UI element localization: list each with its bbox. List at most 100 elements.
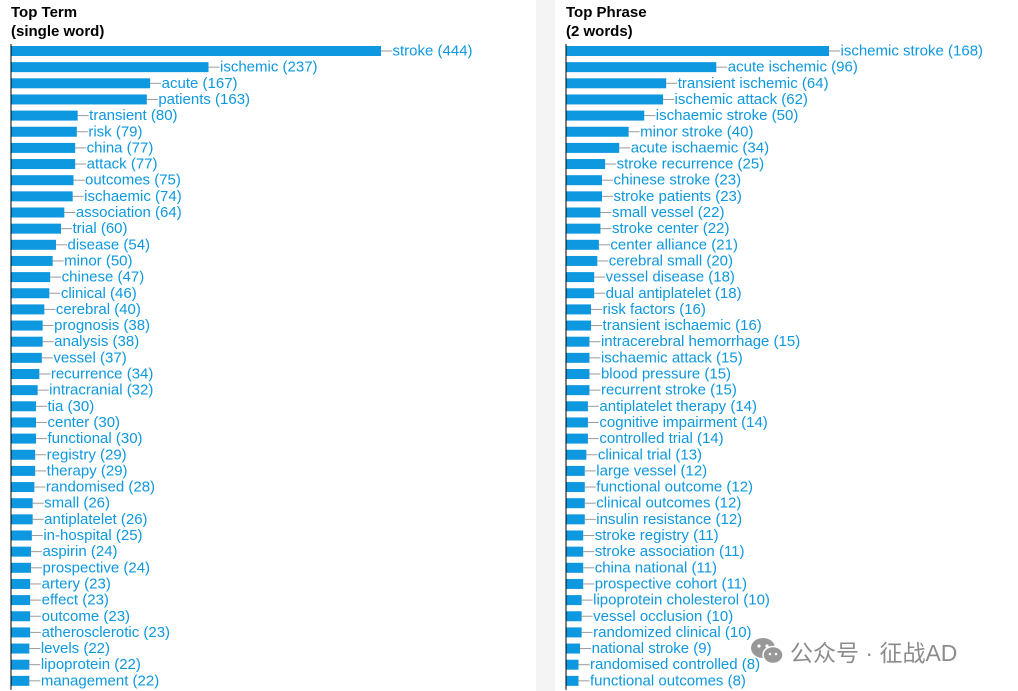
top-phrase-title: Top Phrase (2 words) — [566, 3, 647, 41]
phrase-bar — [566, 272, 595, 283]
term-data-label: outcomes (75) — [85, 172, 181, 189]
term-bar — [11, 304, 45, 315]
term-data-label: atherosclerotic (23) — [42, 624, 170, 641]
term-bar — [11, 46, 381, 56]
phrase-data-label: recurrent stroke (15) — [601, 382, 737, 399]
term-bar — [11, 126, 77, 137]
term-bar — [11, 336, 43, 347]
phrase-bar — [566, 255, 598, 266]
phrase-data-label: blood pressure (15) — [601, 366, 731, 383]
top-term-title-line-1: Top Term — [11, 4, 78, 21]
term-data-label: ischaemic (74) — [84, 188, 182, 205]
term-data-label: levels (22) — [41, 640, 110, 657]
term-bar — [11, 207, 65, 218]
phrase-bar — [566, 385, 590, 396]
term-data-label: small (26) — [44, 495, 110, 512]
phrase-data-label: ischemic stroke (168) — [841, 43, 984, 60]
term-data-label: association (64) — [76, 204, 182, 221]
phrase-bar — [566, 562, 584, 573]
term-data-label: effect (23) — [42, 592, 109, 609]
term-data-label: clinical (46) — [61, 285, 137, 302]
phrase-data-label: controlled trial (14) — [599, 430, 723, 447]
term-data-label: patients (163) — [158, 91, 250, 108]
term-data-label: antiplatelet (26) — [44, 511, 147, 528]
phrase-bar — [566, 433, 588, 444]
phrase-data-label: functional outcome (12) — [596, 479, 753, 496]
term-bar — [11, 546, 31, 557]
phrase-data-label: china national (11) — [595, 559, 717, 576]
phrase-data-label: insulin resistance (12) — [596, 511, 742, 528]
term-bar — [11, 369, 40, 379]
top-phrase-panel: Top Phrase (2 words) ischemic stroke (16… — [555, 0, 1018, 691]
term-bar — [11, 352, 42, 363]
phrase-bar — [566, 369, 590, 379]
phrase-data-label: ischaemic attack (15) — [601, 349, 743, 366]
term-bar — [11, 191, 73, 202]
term-bar — [11, 578, 31, 589]
term-data-label: stroke (444) — [393, 43, 473, 60]
phrase-data-label: vessel occlusion (10) — [593, 608, 733, 625]
phrase-data-label: small vessel (22) — [612, 204, 725, 221]
term-bar — [11, 675, 30, 686]
phrase-data-label: stroke patients (23) — [614, 188, 742, 205]
phrase-data-label: clinical trial (13) — [598, 446, 702, 463]
phrase-bar — [566, 578, 584, 589]
term-data-label: trial (60) — [73, 220, 128, 237]
phrase-data-label: stroke registry (11) — [595, 527, 719, 544]
phrase-bar — [566, 288, 595, 299]
term-bar — [11, 562, 31, 573]
term-data-label: center (30) — [48, 414, 121, 431]
phrase-bar — [566, 223, 601, 234]
phrase-data-label: acute ischemic (96) — [728, 59, 858, 76]
phrase-data-label: randomized clinical (10) — [593, 624, 751, 641]
phrase-data-label: vessel disease (18) — [606, 269, 735, 286]
phrase-data-label: stroke center (22) — [612, 220, 730, 237]
term-bar — [11, 110, 78, 121]
term-data-label: cerebral (40) — [56, 301, 141, 318]
term-data-label: ischemic (237) — [220, 59, 318, 76]
phrase-data-label: center alliance (21) — [610, 236, 738, 253]
phrase-data-label: cerebral small (20) — [609, 252, 733, 269]
term-data-label: tia (30) — [48, 398, 95, 415]
phrase-bar — [566, 159, 606, 170]
term-data-label: transient (80) — [89, 107, 177, 124]
term-bar — [11, 659, 30, 670]
term-data-label: prognosis (38) — [54, 317, 150, 334]
term-bar — [11, 433, 36, 444]
phrase-bar — [566, 514, 585, 525]
phrase-bar — [566, 611, 582, 622]
wechat-logo-icon — [751, 638, 784, 665]
phrase-bar — [566, 417, 588, 428]
phrase-data-label: functional outcomes (8) — [590, 672, 746, 689]
term-bar — [11, 482, 35, 493]
term-bar — [11, 78, 151, 89]
top-term-panel: Top Term (single word) stroke (444) ische… — [10, 4, 473, 690]
term-bar — [11, 449, 36, 460]
phrase-bar — [566, 482, 585, 493]
phrase-bar — [566, 46, 829, 56]
phrase-bar — [566, 191, 603, 202]
phrase-bar — [566, 449, 587, 460]
term-bar — [11, 255, 53, 266]
top-term-bar-chart: stroke (444) ischemic (237)acute (167)pat… — [10, 43, 473, 690]
phrase-data-label: dual antiplatelet (18) — [606, 285, 742, 302]
phrase-bar — [566, 142, 620, 153]
term-data-label: registry (29) — [47, 446, 127, 463]
term-bar — [11, 514, 33, 525]
term-data-label: disease (54) — [68, 236, 151, 253]
phrase-bar — [566, 110, 645, 121]
term-bar — [11, 627, 31, 638]
phrase-data-label: ischemic attack (62) — [675, 91, 808, 108]
term-bar — [11, 142, 76, 153]
term-data-label: functional (30) — [48, 430, 143, 447]
phrase-data-label: acute ischaemic (34) — [631, 139, 769, 156]
phrase-bar — [566, 175, 603, 186]
phrase-data-label: chinese stroke (23) — [614, 172, 742, 189]
term-data-label: chinese (47) — [62, 269, 145, 286]
panel-gutter — [536, 0, 555, 691]
term-bar — [11, 94, 147, 105]
phrase-data-label: national stroke (9) — [592, 640, 712, 657]
phrase-data-label: randomised controlled (8) — [590, 656, 760, 673]
term-data-label: artery (23) — [42, 575, 111, 592]
phrase-data-label: ischaemic stroke (50) — [656, 107, 799, 124]
